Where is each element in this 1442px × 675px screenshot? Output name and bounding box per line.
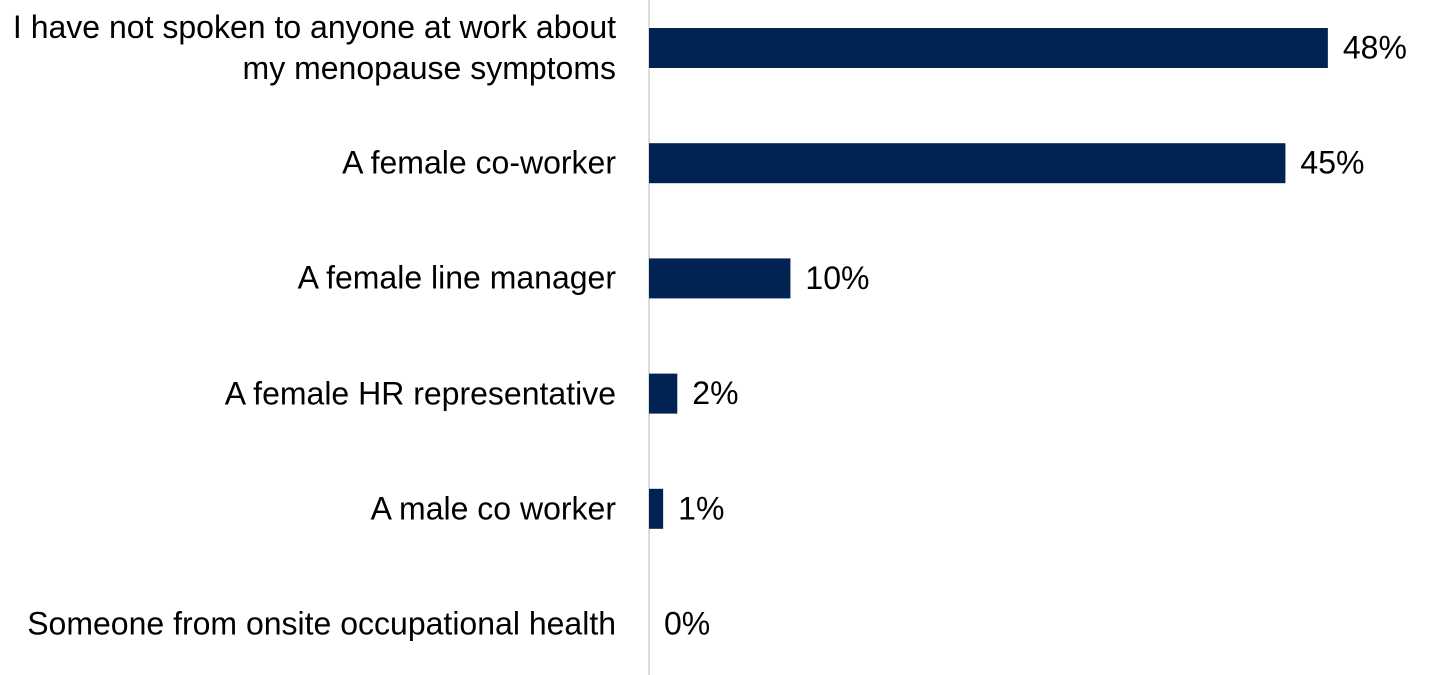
category-label: Someone from onsite occupational health: [27, 605, 616, 642]
data-label: 10%: [805, 260, 869, 296]
data-label: 0%: [664, 605, 710, 641]
bar: [649, 373, 678, 414]
data-label: 45%: [1300, 145, 1364, 181]
data-label: 1%: [678, 490, 724, 526]
category-label: I have not spoken to anyone at work abou…: [12, 9, 616, 86]
bar: [649, 143, 1286, 184]
bar: [649, 28, 1328, 68]
data-label: 48%: [1343, 29, 1407, 65]
bar: [649, 488, 664, 529]
bar: [649, 258, 791, 299]
data-label: 2%: [692, 375, 738, 411]
category-label: A female line manager: [297, 259, 616, 296]
category-label: A female co-worker: [342, 144, 616, 181]
category-label: A female HR representative: [224, 375, 616, 412]
category-label: A male co worker: [370, 490, 616, 527]
